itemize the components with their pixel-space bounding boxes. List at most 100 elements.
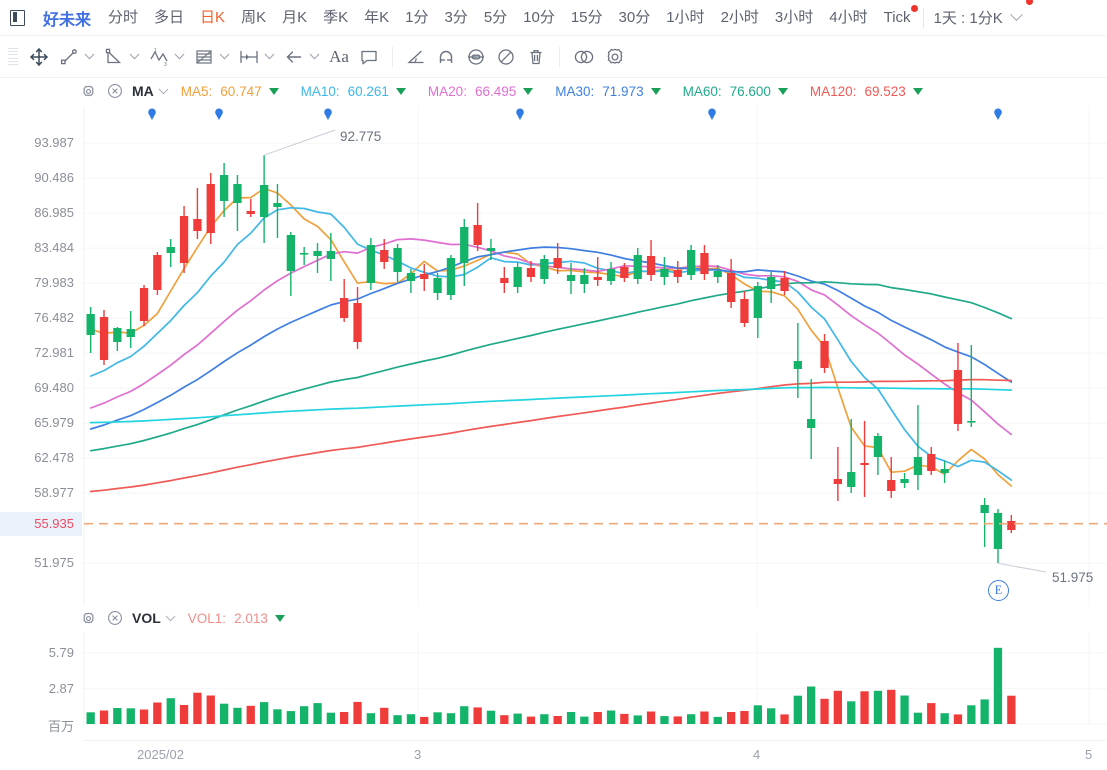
candle[interactable] xyxy=(860,421,869,497)
volume-chart-svg[interactable] xyxy=(0,632,1107,740)
period-15[interactable]: 3小时 xyxy=(774,8,814,26)
ma-triangle-down-icon-2[interactable] xyxy=(523,87,534,95)
volume-bar[interactable] xyxy=(727,712,736,724)
candle[interactable] xyxy=(713,265,722,283)
period-2[interactable]: 日K xyxy=(200,8,226,26)
volume-bar[interactable] xyxy=(273,709,282,724)
ma-item-5[interactable]: MA120: 69.523 xyxy=(810,84,923,99)
text-icon[interactable]: Aa xyxy=(329,46,349,66)
candle[interactable] xyxy=(433,273,442,300)
volume-bar[interactable] xyxy=(86,712,95,724)
volume-bar[interactable] xyxy=(473,707,482,724)
candle[interactable] xyxy=(406,269,416,293)
candle[interactable] xyxy=(153,252,162,295)
fibonacci-icon[interactable] xyxy=(189,42,219,72)
volume-bar[interactable] xyxy=(927,703,936,724)
volume-bar[interactable] xyxy=(793,695,802,724)
candle[interactable] xyxy=(300,247,309,265)
candle[interactable] xyxy=(99,310,109,365)
volume-bar[interactable] xyxy=(446,713,456,724)
volume-bar[interactable] xyxy=(580,716,589,724)
measure-range-icon[interactable] xyxy=(234,42,264,72)
volume-bar[interactable] xyxy=(713,716,722,724)
gear-icon[interactable] xyxy=(80,83,97,100)
period-5[interactable]: 季K xyxy=(323,8,349,26)
news-marker-dot[interactable] xyxy=(708,108,716,120)
volume-bar[interactable] xyxy=(820,698,829,724)
candle[interactable] xyxy=(260,155,269,243)
gear-icon[interactable] xyxy=(80,610,97,627)
candle[interactable] xyxy=(993,509,1003,564)
price-chart-svg[interactable] xyxy=(0,106,1107,606)
volume-bar[interactable] xyxy=(780,714,789,724)
volume-bar[interactable] xyxy=(633,715,642,724)
volume-bar[interactable] xyxy=(193,692,202,724)
earnings-badge[interactable]: E xyxy=(988,580,1009,601)
news-marker-dot[interactable] xyxy=(516,108,524,120)
volume-bar[interactable] xyxy=(873,690,883,724)
period-8[interactable]: 3分 xyxy=(444,8,468,26)
candle[interactable] xyxy=(500,267,509,293)
volume-bar[interactable] xyxy=(260,702,269,724)
candle[interactable] xyxy=(193,188,202,239)
candle[interactable] xyxy=(486,239,496,260)
volume-bar[interactable] xyxy=(660,716,669,724)
candle[interactable] xyxy=(313,243,322,273)
candle[interactable] xyxy=(126,311,135,348)
ma-triangle-down-icon-3[interactable] xyxy=(650,87,661,95)
volume-bar[interactable] xyxy=(153,702,162,725)
candle[interactable] xyxy=(166,239,175,267)
trash-icon[interactable] xyxy=(521,42,551,72)
volume-bar[interactable] xyxy=(206,695,215,725)
candle[interactable] xyxy=(793,323,802,398)
volume-bar[interactable] xyxy=(139,709,149,725)
candle[interactable] xyxy=(660,257,669,285)
candle[interactable] xyxy=(820,334,829,373)
candle[interactable] xyxy=(460,219,469,286)
wave-label-icon[interactable]: 1 3 xyxy=(144,42,174,72)
candle[interactable] xyxy=(633,248,642,284)
candle[interactable] xyxy=(1007,515,1016,533)
move-cursor-icon[interactable] xyxy=(24,42,54,72)
candle[interactable] xyxy=(913,405,923,490)
volume-bar[interactable] xyxy=(353,701,362,724)
period-14[interactable]: 2小时 xyxy=(720,8,759,26)
volume-bar[interactable] xyxy=(460,706,469,724)
volume-bar[interactable] xyxy=(393,715,402,724)
volume-bar[interactable] xyxy=(233,707,242,724)
volume-bar[interactable] xyxy=(526,716,536,724)
vol-item-0[interactable]: VOL1: 2.013 xyxy=(188,611,285,626)
shape-polygon-icon[interactable] xyxy=(99,42,129,72)
comment-icon[interactable] xyxy=(354,42,384,72)
candle[interactable] xyxy=(179,206,189,273)
volume-bar[interactable] xyxy=(833,690,842,724)
volume-bar[interactable] xyxy=(980,699,989,724)
candle[interactable] xyxy=(780,271,789,295)
news-marker-dot[interactable] xyxy=(324,108,332,120)
volume-bar[interactable] xyxy=(246,705,255,724)
candle[interactable] xyxy=(673,261,682,283)
candle[interactable] xyxy=(113,327,122,351)
current-price-tag[interactable]: 55.935 xyxy=(0,511,82,536)
period-0[interactable]: 分时 xyxy=(108,8,139,26)
ma-indicator-title[interactable]: MA xyxy=(132,83,154,99)
vol-indicator-title[interactable]: VOL xyxy=(132,610,161,626)
volume-bar[interactable] xyxy=(673,716,682,724)
candle[interactable] xyxy=(753,282,762,338)
volume-bar[interactable] xyxy=(179,705,189,724)
candle[interactable] xyxy=(700,245,709,280)
candle[interactable] xyxy=(326,233,335,281)
candle[interactable] xyxy=(220,163,229,217)
period-9[interactable]: 5分 xyxy=(483,8,508,26)
volume-bar[interactable] xyxy=(900,695,909,725)
vol-chevron-down-icon[interactable] xyxy=(165,610,176,621)
volume-bar[interactable] xyxy=(887,689,896,724)
candle[interactable] xyxy=(393,244,402,282)
ma-item-1[interactable]: MA10: 60.261 xyxy=(301,84,406,99)
candle[interactable] xyxy=(366,238,375,290)
volume-bar[interactable] xyxy=(646,711,656,725)
toolbar-grip[interactable] xyxy=(6,46,20,68)
volume-bar[interactable] xyxy=(380,707,389,724)
candle[interactable] xyxy=(353,287,362,349)
volume-bar[interactable] xyxy=(340,712,349,724)
